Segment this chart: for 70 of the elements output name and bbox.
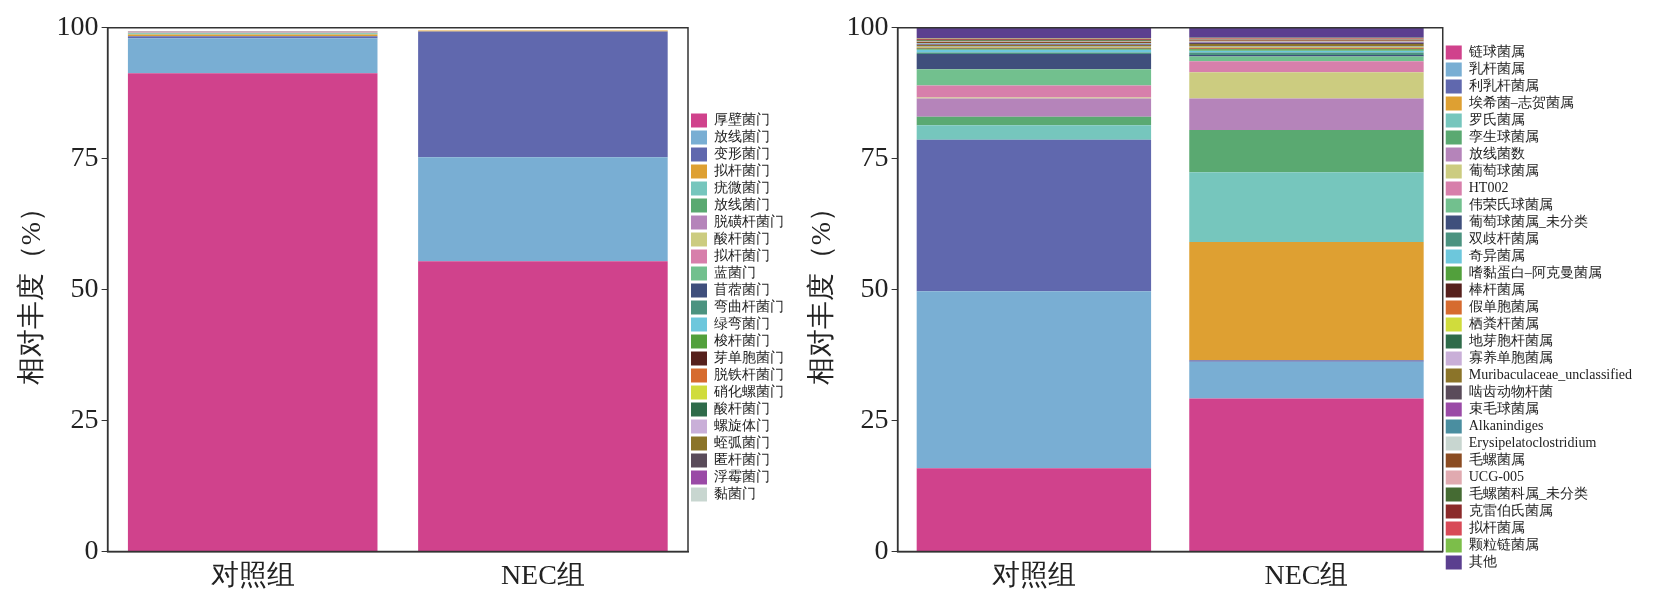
- legend-label: 毛螺菌科属_未分类: [1468, 486, 1588, 502]
- legend-label: 棒杆菌属: [1468, 282, 1525, 298]
- legend-label: 寡养单胞菌属: [1468, 350, 1553, 366]
- y-tick-label: 25: [860, 402, 889, 434]
- legend-label: 毛螺菌属: [1468, 452, 1525, 468]
- legend-label: 伟荣氏球菌属: [1468, 197, 1553, 213]
- legend-label: 苜蓿菌门: [714, 282, 770, 298]
- y-axis-title: 相对丰度（%）: [805, 193, 837, 386]
- legend-label: Erysipelatoclostridium: [1468, 435, 1597, 451]
- legend-label: 乳杆菌属: [1468, 61, 1525, 77]
- legend-label: 放线菌数: [1468, 146, 1525, 162]
- legend-label: 链球菌属: [1467, 44, 1525, 60]
- legend-label: Muribaculaceae_unclassified: [1468, 367, 1633, 383]
- legend-label: 其他: [1468, 554, 1497, 570]
- legend-label: Alkanindiges: [1468, 418, 1544, 434]
- legend-label: 拟杆菌属: [1468, 520, 1525, 536]
- legend-label: 浮霉菌门: [714, 469, 770, 485]
- legend-label: 地芽胞杆菌属: [1467, 333, 1553, 349]
- y-tick-label: 75: [70, 141, 99, 173]
- legend-label: 束毛球菌属: [1468, 401, 1539, 417]
- y-axis-title: 相对丰度（%）: [15, 193, 47, 386]
- legend-label: 放线菌门: [714, 129, 770, 145]
- legend-label: 酸杆菌门: [714, 231, 770, 247]
- y-tick-label: 0: [84, 533, 99, 565]
- x-tick-label: 对照组: [991, 558, 1076, 590]
- legend-label: 蓝菌门: [714, 265, 756, 281]
- legend-label: 利乳杆菌属: [1468, 78, 1539, 94]
- legend-label: 脱铁杆菌门: [714, 367, 784, 383]
- legend-label: 螺旋体门: [714, 418, 770, 434]
- legend-label: 孪生球菌属: [1468, 129, 1539, 145]
- legend-label: 芽单胞菌门: [714, 350, 784, 366]
- legend-label: 嗜黏蛋白–阿克曼菌属: [1468, 265, 1602, 281]
- legend-label: 匿杆菌门: [714, 452, 770, 468]
- legend-label: 脱磺杆菌门: [714, 214, 784, 230]
- legend-label: 拟杆菌门: [714, 163, 770, 179]
- x-tick-label: 对照组: [210, 558, 295, 590]
- legend-label: UCG-005: [1468, 469, 1524, 485]
- y-tick-label: 50: [70, 271, 99, 303]
- legend-label: 葡萄球菌属_未分类: [1468, 214, 1588, 230]
- legend-label: 奇异菌属: [1468, 248, 1525, 264]
- legend-label: 假单胞菌属: [1468, 299, 1539, 315]
- y-tick-label: 100: [846, 10, 889, 42]
- y-tick-label: 50: [860, 271, 889, 303]
- legend-label: 放线菌门: [714, 197, 770, 213]
- legend-label: 变形菌门: [714, 146, 770, 162]
- legend-label: 黏菌门: [714, 486, 756, 502]
- legend-label: 栖粪杆菌属: [1467, 316, 1539, 332]
- legend-label: 双歧杆菌属: [1468, 231, 1539, 247]
- y-tick-label: 100: [56, 10, 99, 42]
- legend-label: 蛭弧菌门: [714, 435, 770, 451]
- legend-label: 克雷伯氏菌属: [1468, 503, 1553, 519]
- x-tick-label: NEC组: [500, 558, 585, 590]
- legend-label: 罗氏菌属: [1468, 112, 1525, 128]
- y-tick-label: 25: [70, 402, 99, 434]
- legend-label: 拟杆菌门: [714, 248, 770, 264]
- legend-label: 葡萄球菌属: [1468, 163, 1539, 179]
- legend-label: 颗粒链菌属: [1468, 537, 1539, 553]
- y-tick-label: 0: [874, 533, 889, 565]
- legend-label: HT002: [1468, 180, 1509, 196]
- legend-label: 梭杆菌门: [714, 333, 770, 349]
- x-tick-label: NEC组: [1264, 558, 1349, 590]
- legend-label: 厚壁菌门: [714, 112, 770, 128]
- legend-label: 绿弯菌门: [714, 316, 770, 332]
- legend-label: 疣微菌门: [714, 180, 770, 196]
- legend-label: 啮齿动物杆菌: [1468, 384, 1553, 400]
- legend-label: 埃希菌–志贺菌属: [1467, 95, 1574, 111]
- legend-label: 酸杆菌门: [714, 401, 770, 417]
- legend-label: 硝化螺菌门: [713, 384, 784, 400]
- y-tick-label: 75: [860, 141, 889, 173]
- legend-label: 弯曲杆菌门: [714, 299, 784, 315]
